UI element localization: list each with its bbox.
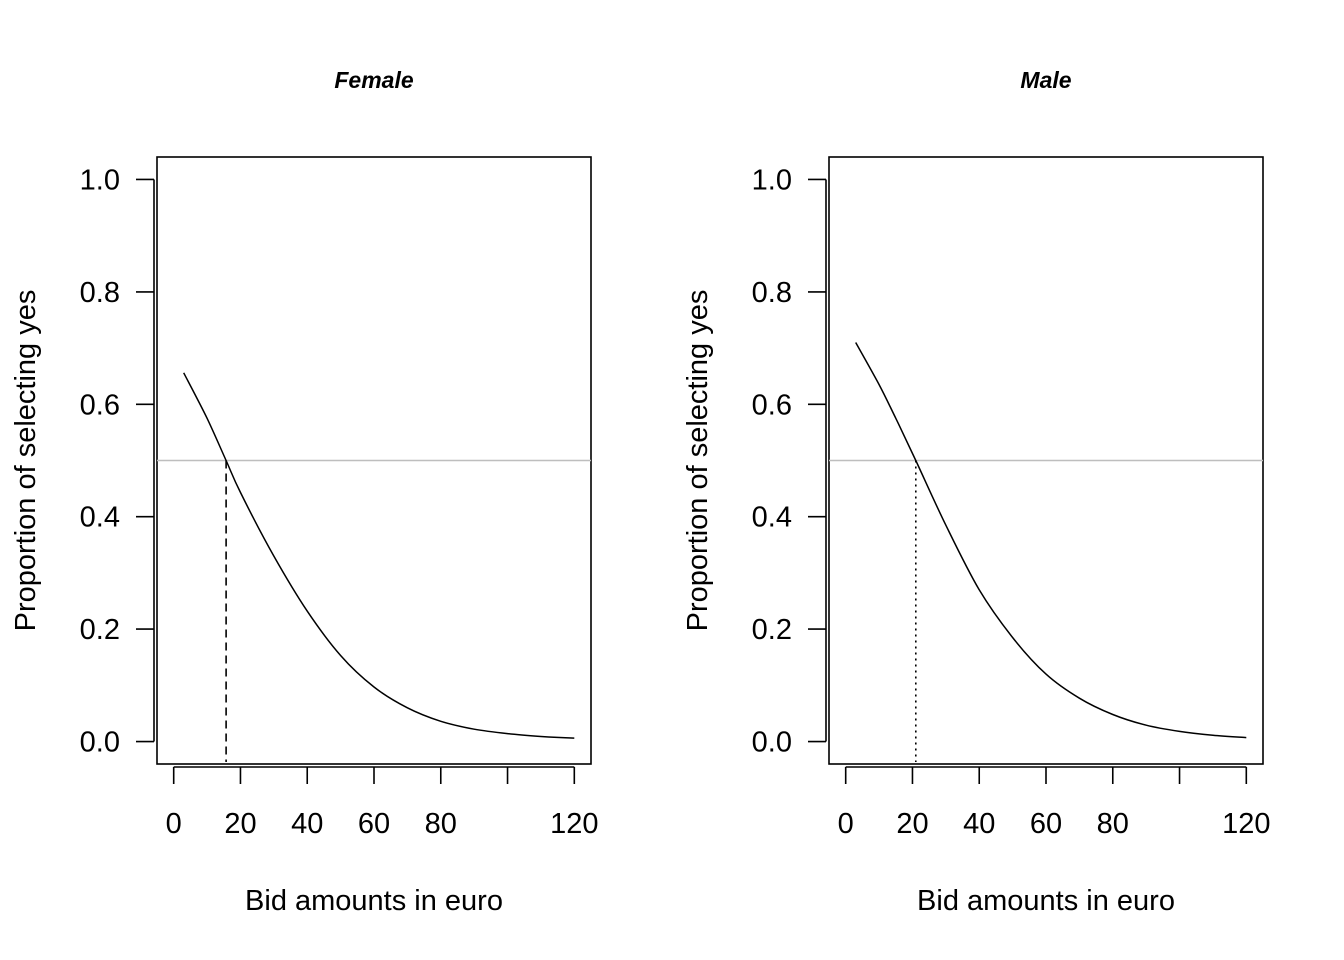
x-tick-label: 60 [1030, 808, 1062, 840]
y-tick-label: 0.0 [80, 727, 120, 759]
x-tick-label: 120 [1222, 808, 1270, 840]
y-tick-label: 0.8 [752, 277, 792, 309]
y-tick-label: 0.8 [80, 277, 120, 309]
series-line [183, 372, 575, 739]
y-tick-label: 0.2 [752, 614, 792, 646]
y-tick-label: 0.2 [80, 614, 120, 646]
x-tick-label: 20 [896, 808, 928, 840]
x-tick-label: 0 [166, 808, 182, 840]
x-tick-label: 80 [425, 808, 457, 840]
y-tick-label: 0.6 [80, 389, 120, 421]
x-tick-label: 40 [963, 808, 995, 840]
y-tick-label: 0.4 [80, 502, 120, 534]
x-tick-label: 20 [224, 808, 256, 840]
x-tick-label: 120 [550, 808, 598, 840]
chart-title: Female [334, 67, 413, 93]
x-axis-label: Bid amounts in euro [917, 885, 1175, 917]
x-tick-label: 0 [838, 808, 854, 840]
y-tick-label: 0.6 [752, 389, 792, 421]
y-tick-label: 0.4 [752, 502, 792, 534]
x-axis-label: Bid amounts in euro [245, 885, 503, 917]
y-tick-label: 1.0 [80, 164, 120, 196]
chart-title: Male [1020, 67, 1071, 93]
y-tick-label: 1.0 [752, 164, 792, 196]
x-tick-label: 60 [358, 808, 390, 840]
x-tick-label: 80 [1097, 808, 1129, 840]
y-axis-label: Proportion of selecting yes [682, 290, 714, 632]
x-tick-label: 40 [291, 808, 323, 840]
y-tick-label: 0.0 [752, 727, 792, 759]
y-axis-label: Proportion of selecting yes [10, 290, 42, 632]
series-line [855, 342, 1247, 739]
